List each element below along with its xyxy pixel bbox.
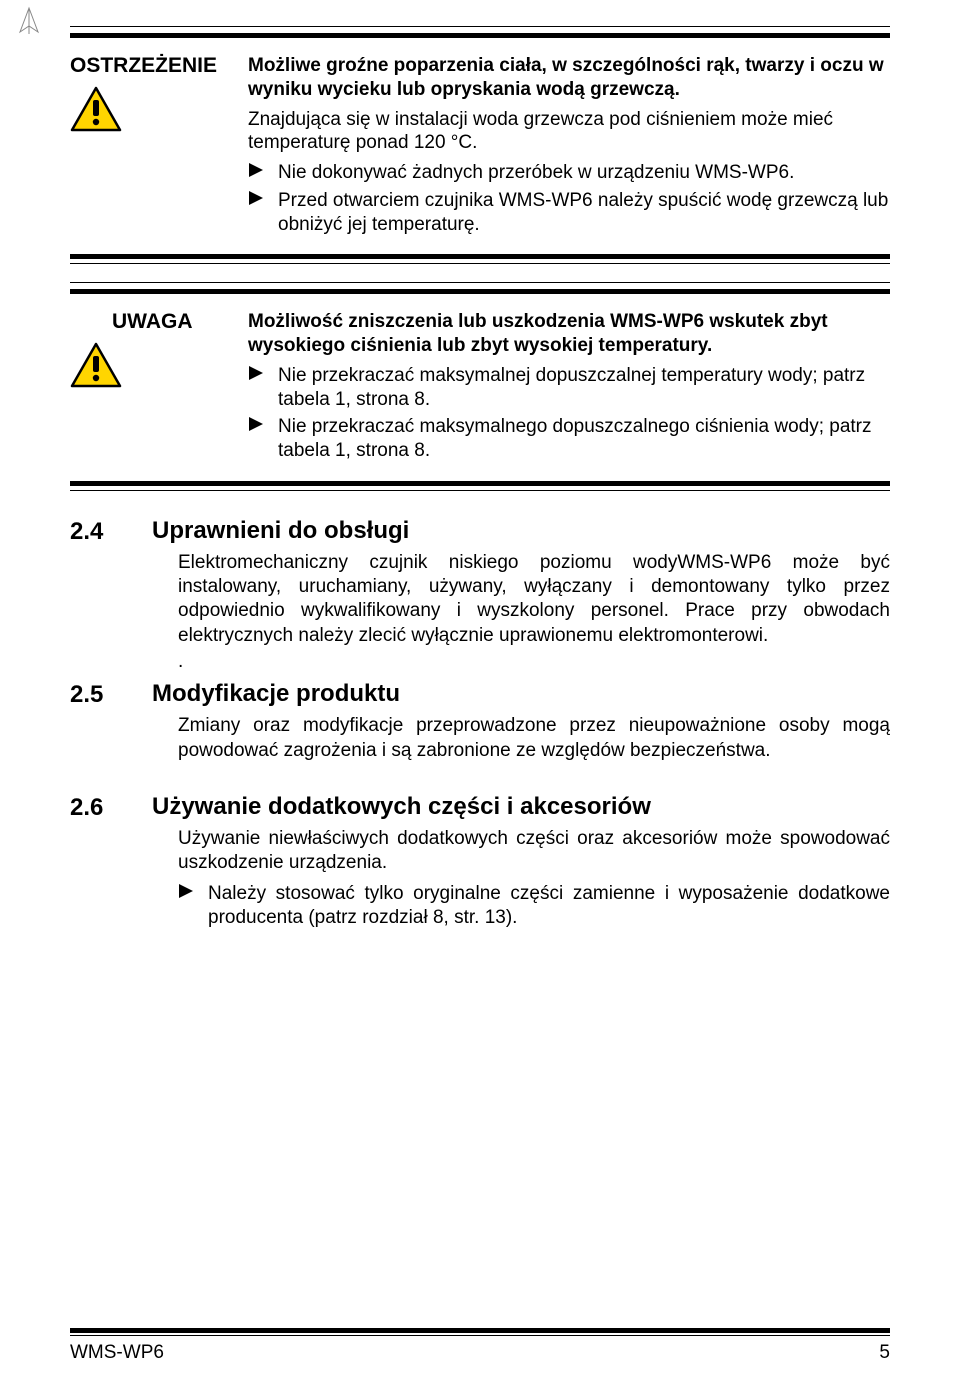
corner-decor-icon	[18, 6, 40, 36]
bullet-text: Należy stosować tylko oryginalne części …	[208, 882, 890, 931]
warning-triangle-icon	[70, 342, 122, 388]
warning-label: UWAGA	[70, 310, 193, 334]
section-right: Używanie dodatkowych części i akcesoriów	[152, 793, 890, 825]
bullet-item: Nie dokonywać żadnych przeróbek w urządz…	[248, 161, 890, 185]
warning-left-col: OSTRZEŻENIE	[70, 54, 238, 240]
warning-body: Możliwość zniszczenia lub uszkodzenia WM…	[248, 310, 890, 467]
bullet-text: Nie przekraczać maksymalnej dopuszczalne…	[278, 364, 890, 412]
footer-row: WMS-WP6 5	[70, 1342, 890, 1364]
warning-heading: Możliwe groźne poparzenia ciała, w szcze…	[248, 54, 890, 102]
section-title: Uprawnieni do obsługi	[152, 517, 890, 545]
divider	[70, 26, 890, 27]
section-text: Elektromechaniczny czujnik niskiego pozi…	[178, 552, 890, 646]
warning-text: Znajdująca się w instalacji woda grzewcz…	[248, 108, 890, 156]
divider	[70, 289, 890, 294]
warning-triangle-icon	[70, 86, 122, 132]
section-2-6: 2.6 Używanie dodatkowych części i akceso…	[70, 793, 890, 825]
section-body: Elektromechaniczny czujnik niskiego pozi…	[70, 551, 890, 675]
divider	[70, 490, 890, 491]
section-text: Używanie niewłaściwych dodatkowych częśc…	[178, 827, 890, 876]
divider	[70, 481, 890, 486]
section-number: 2.4	[70, 517, 142, 549]
divider	[70, 1335, 890, 1336]
section-2-5: 2.5 Modyfikacje produktu	[70, 680, 890, 712]
footer-left: WMS-WP6	[70, 1342, 164, 1364]
section-body: Używanie niewłaściwych dodatkowych częśc…	[70, 827, 890, 930]
bullet-text: Nie dokonywać żadnych przeróbek w urządz…	[278, 161, 890, 185]
warning-body: Możliwe groźne poparzenia ciała, w szcze…	[248, 54, 890, 240]
trailing-dot: .	[178, 650, 890, 674]
triangle-bullet-icon	[178, 882, 194, 931]
warning-label: OSTRZEŻENIE	[70, 54, 217, 78]
warning-left-col: UWAGA	[70, 310, 238, 467]
triangle-bullet-icon	[248, 189, 264, 237]
section-text: Zmiany oraz modyfikacje przeprowadzone p…	[178, 715, 890, 760]
divider	[70, 282, 890, 283]
warning-ostrzezenie: OSTRZEŻENIE Możliwe groźne poparzenia ci…	[70, 54, 890, 240]
triangle-bullet-icon	[248, 161, 264, 185]
divider	[70, 263, 890, 264]
section-number: 2.5	[70, 680, 142, 712]
warning-heading: Możliwość zniszczenia lub uszkodzenia WM…	[248, 310, 890, 358]
triangle-bullet-icon	[248, 364, 264, 412]
warning-uwaga: UWAGA Możliwość zniszczenia lub uszkodze…	[70, 310, 890, 467]
section-number: 2.6	[70, 793, 142, 825]
bullet-item: Przed otwarciem czujnika WMS-WP6 należy …	[248, 189, 890, 237]
section-right: Uprawnieni do obsługi	[152, 517, 890, 549]
bullet-item: Nie przekraczać maksymalnego dopuszczaln…	[248, 415, 890, 463]
bullet-text: Przed otwarciem czujnika WMS-WP6 należy …	[278, 189, 890, 237]
section-title: Używanie dodatkowych części i akcesoriów	[152, 793, 890, 821]
footer-page-number: 5	[879, 1342, 890, 1364]
triangle-bullet-icon	[248, 415, 264, 463]
section-right: Modyfikacje produktu	[152, 680, 890, 712]
divider	[70, 1328, 890, 1333]
bullet-item: Należy stosować tylko oryginalne części …	[178, 882, 890, 931]
divider	[70, 254, 890, 259]
page-footer: WMS-WP6 5	[70, 1328, 890, 1364]
divider	[70, 33, 890, 38]
bullet-item: Nie przekraczać maksymalnej dopuszczalne…	[248, 364, 890, 412]
bullet-text: Nie przekraczać maksymalnego dopuszczaln…	[278, 415, 890, 463]
section-title: Modyfikacje produktu	[152, 680, 890, 708]
section-body: Zmiany oraz modyfikacje przeprowadzone p…	[70, 714, 890, 763]
section-2-4: 2.4 Uprawnieni do obsługi	[70, 517, 890, 549]
